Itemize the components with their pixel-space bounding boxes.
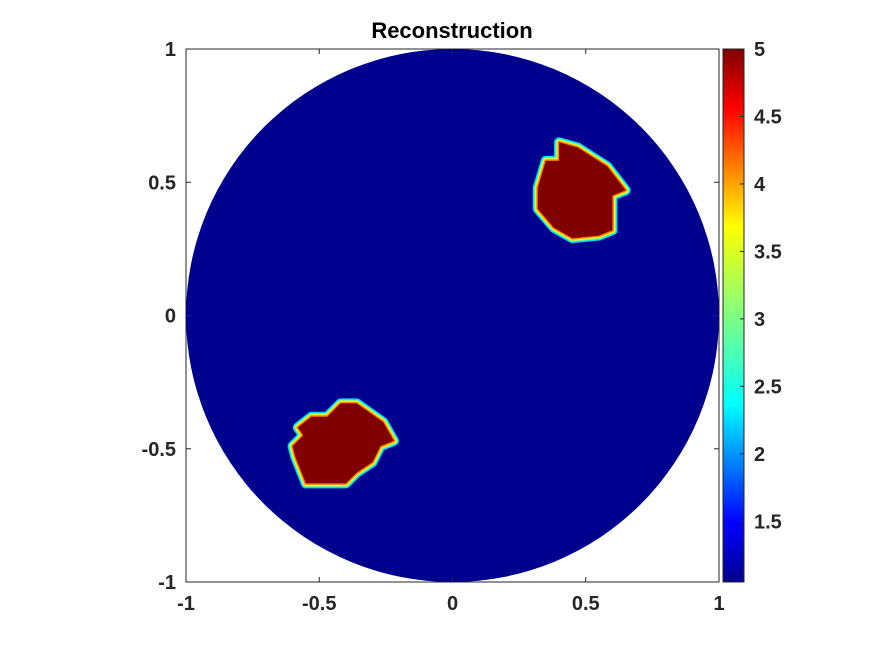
x-tick-label: 0 [447, 593, 458, 615]
y-tick-label: 1 [165, 39, 176, 61]
colorbar-tick-label: 1.5 [754, 511, 782, 533]
x-tick-label: 1 [713, 593, 724, 615]
y-tick-label: -0.5 [142, 439, 176, 461]
colorbar [722, 48, 745, 583]
y-tick-label: 0 [165, 306, 176, 328]
x-tick-label: -0.5 [302, 593, 336, 615]
chart-title: Reconstruction [371, 18, 532, 43]
x-tick-label: -1 [177, 593, 195, 615]
colorbar-tick-label: 5 [754, 39, 765, 61]
colorbar-tick-label: 4 [754, 174, 766, 196]
colorbar-tick-label: 4.5 [754, 106, 782, 128]
x-tick-label: 0.5 [572, 593, 600, 615]
colorbar-ticks: 5 4.5 4 3.5 3 2.5 2 1.5 [740, 39, 782, 533]
inclusion-core [292, 403, 394, 484]
inclusion-core [537, 142, 626, 239]
colorbar-tick-label: 2 [754, 444, 765, 466]
y-axis: 1 0.5 0 -0.5 -1 [142, 39, 719, 594]
colorbar-tick-label: 3.5 [754, 241, 782, 263]
x-axis: -1 -0.5 0 0.5 1 [177, 49, 725, 615]
inclusions-layer [287, 137, 631, 489]
inclusion-1 [532, 137, 631, 244]
colorbar-tick-label: 2.5 [754, 376, 782, 398]
y-tick-label: 0.5 [148, 172, 176, 194]
y-tick-label: -1 [158, 572, 176, 594]
disk-domain [186, 49, 719, 582]
inclusion-2 [287, 398, 399, 489]
colorbar-tick-label: 3 [754, 309, 765, 331]
